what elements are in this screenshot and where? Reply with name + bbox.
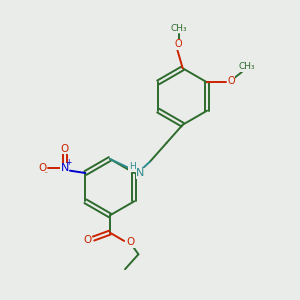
Text: O: O [126, 237, 134, 248]
Text: CH₃: CH₃ [170, 24, 187, 33]
Text: CH₃: CH₃ [239, 62, 255, 71]
Text: O: O [175, 40, 182, 50]
Text: O: O [227, 76, 235, 85]
Text: O: O [61, 144, 69, 154]
Text: N: N [136, 169, 145, 178]
Text: ⁻: ⁻ [43, 170, 47, 179]
Text: O: O [83, 235, 92, 245]
Text: H: H [129, 162, 136, 171]
Text: +: + [65, 158, 71, 167]
Text: N: N [60, 163, 69, 173]
Text: O: O [38, 163, 46, 173]
